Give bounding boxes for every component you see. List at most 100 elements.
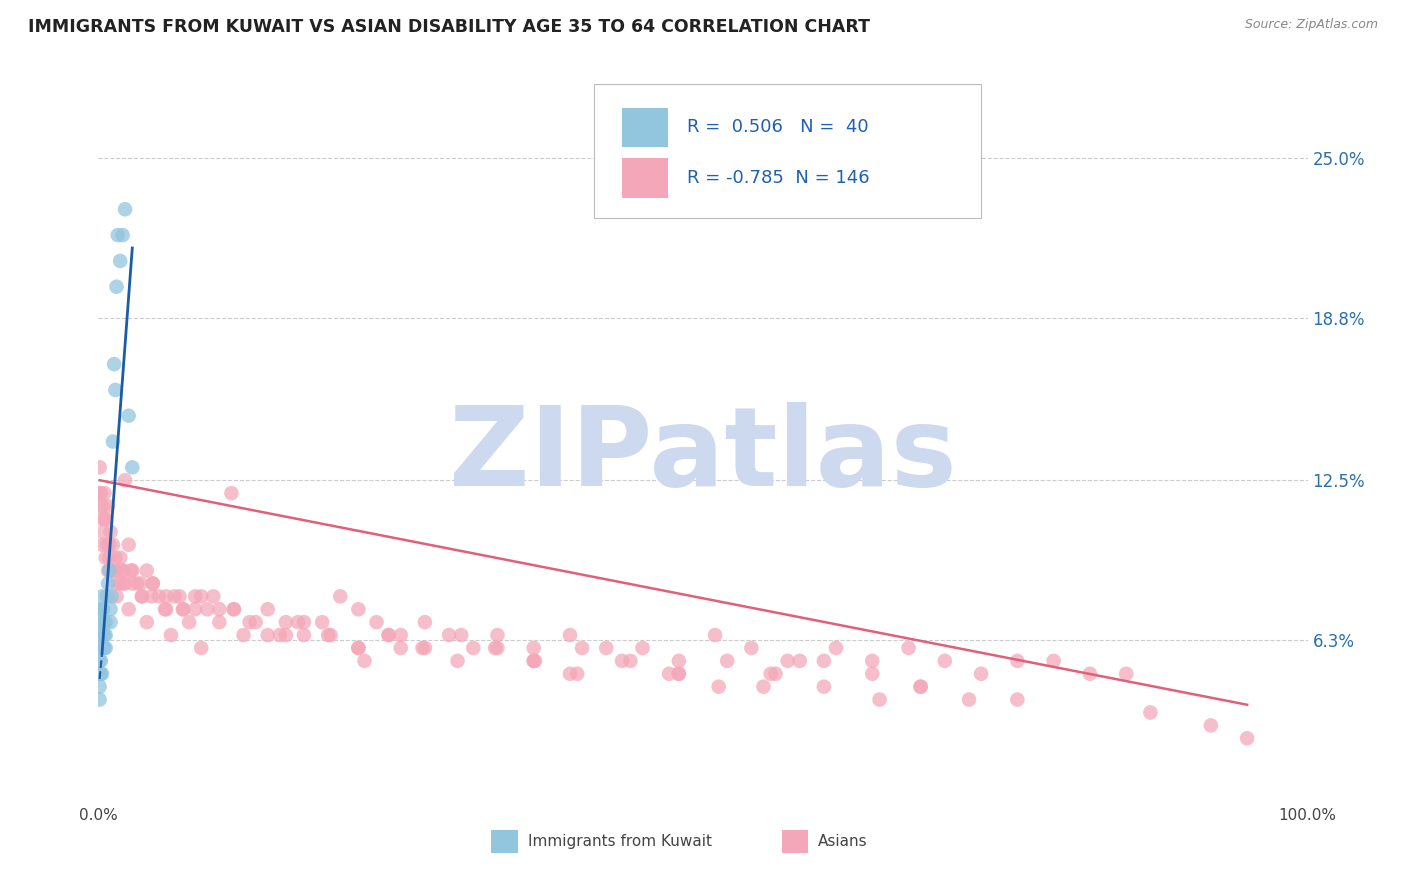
Point [658, 666, 681, 681]
Point [153, 602, 176, 616]
Point [91, 666, 114, 681]
Point [89, 640, 111, 655]
Point [897, 640, 920, 655]
Point [91, 615, 114, 630]
Point [93, 486, 115, 500]
Text: Asians: Asians [818, 834, 868, 848]
Text: IMMIGRANTS FROM KUWAIT VS ASIAN DISABILITY AGE 35 TO 64 CORRELATION CHART: IMMIGRANTS FROM KUWAIT VS ASIAN DISABILI… [28, 18, 870, 36]
Point [245, 615, 267, 630]
Point [163, 590, 186, 604]
Point [860, 666, 883, 681]
Point [90, 654, 112, 668]
Point [389, 628, 412, 642]
Text: R = -0.785  N = 146: R = -0.785 N = 146 [688, 169, 870, 186]
Point [389, 640, 412, 655]
Text: ZIPatlas: ZIPatlas [449, 402, 957, 509]
Point [91, 640, 114, 655]
Point [100, 564, 122, 578]
Point [463, 640, 485, 655]
Point [668, 666, 690, 681]
Point [107, 228, 129, 243]
Point [567, 666, 589, 681]
Point [120, 564, 142, 578]
Point [366, 615, 388, 630]
Point [100, 615, 122, 630]
Text: R =  0.506   N =  40: R = 0.506 N = 40 [688, 119, 869, 136]
Point [129, 576, 152, 591]
Point [484, 640, 506, 655]
Point [104, 564, 127, 578]
Point [100, 590, 122, 604]
Point [353, 654, 375, 668]
Point [118, 538, 141, 552]
Point [1042, 654, 1064, 668]
Point [910, 680, 932, 694]
Point [707, 680, 730, 694]
Point [96, 590, 118, 604]
Point [91, 524, 114, 539]
Point [172, 602, 194, 616]
Point [91, 538, 114, 552]
Point [311, 615, 333, 630]
Point [347, 602, 370, 616]
Point [292, 628, 315, 642]
Text: Source: ZipAtlas.com: Source: ZipAtlas.com [1244, 18, 1378, 31]
Point [595, 640, 617, 655]
Point [195, 602, 218, 616]
Point [789, 654, 811, 668]
Point [523, 640, 546, 655]
Point [127, 576, 149, 591]
Point [101, 538, 124, 552]
Point [111, 576, 134, 591]
Point [142, 576, 165, 591]
FancyBboxPatch shape [595, 84, 981, 218]
Point [93, 628, 115, 642]
Point [103, 357, 125, 371]
Point [222, 602, 245, 616]
Point [100, 602, 122, 616]
Point [93, 615, 115, 630]
Point [98, 538, 121, 552]
Point [91, 602, 114, 616]
Point [91, 590, 114, 604]
Point [121, 564, 143, 578]
Point [90, 602, 112, 616]
Point [107, 564, 129, 578]
Point [114, 473, 136, 487]
Point [1139, 706, 1161, 720]
Point [98, 564, 121, 578]
Point [90, 628, 112, 642]
Point [1078, 666, 1101, 681]
Point [169, 590, 191, 604]
Point [142, 576, 165, 591]
Point [155, 602, 177, 616]
Point [108, 550, 131, 565]
Point [813, 680, 835, 694]
Point [118, 602, 141, 616]
Point [105, 279, 128, 293]
Point [716, 654, 738, 668]
Point [256, 628, 278, 642]
Point [523, 654, 546, 668]
Point [190, 590, 212, 604]
Point [957, 692, 980, 706]
Point [208, 615, 231, 630]
Point [232, 628, 254, 642]
Point [860, 654, 883, 668]
Point [910, 680, 932, 694]
Point [610, 654, 633, 668]
Point [101, 434, 124, 449]
Point [413, 615, 436, 630]
Bar [782, 830, 808, 854]
Point [179, 615, 201, 630]
Point [411, 640, 433, 655]
Point [221, 486, 243, 500]
Point [108, 576, 131, 591]
Point [91, 628, 114, 642]
Point [94, 550, 117, 565]
Point [89, 666, 111, 681]
Point [1115, 666, 1137, 681]
Point [316, 628, 339, 642]
Text: Immigrants from Kuwait: Immigrants from Kuwait [527, 834, 711, 848]
Point [274, 628, 297, 642]
